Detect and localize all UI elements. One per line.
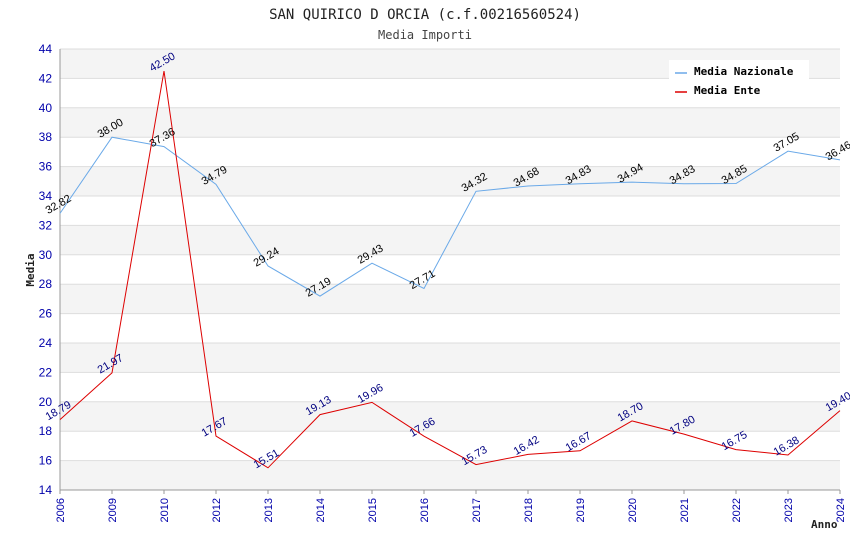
x-tick-label: 2013 bbox=[263, 498, 275, 522]
legend: Media Nazionale Media Ente bbox=[669, 60, 809, 102]
y-tick-label: 18 bbox=[39, 424, 53, 438]
grid-band bbox=[60, 284, 840, 314]
grid-band bbox=[60, 401, 840, 432]
grid-band bbox=[60, 166, 840, 196]
x-tick-label: 2023 bbox=[783, 498, 795, 522]
y-tick-label: 26 bbox=[39, 307, 53, 321]
y-tick-label: 42 bbox=[39, 71, 53, 85]
grid-band bbox=[60, 107, 840, 138]
x-tick-label: 2018 bbox=[523, 498, 535, 522]
x-tick-label: 2024 bbox=[835, 498, 847, 522]
y-tick-label: 28 bbox=[39, 277, 53, 291]
y-tick-label: 34 bbox=[39, 189, 53, 203]
x-tick-label: 2016 bbox=[419, 498, 431, 522]
y-tick-label: 38 bbox=[39, 130, 53, 144]
y-tick-label: 16 bbox=[39, 454, 53, 468]
series-line-media-nazionale bbox=[59, 136, 841, 297]
y-tick-label: 44 bbox=[39, 42, 53, 56]
y-tick-label: 30 bbox=[39, 248, 53, 262]
y-tick-label: 22 bbox=[39, 365, 53, 379]
x-tick-label: 2020 bbox=[627, 498, 639, 522]
background-bands bbox=[60, 49, 840, 490]
series-group bbox=[59, 70, 841, 469]
y-tick-label: 24 bbox=[39, 336, 53, 350]
x-tick-label: 2021 bbox=[679, 498, 691, 522]
x-tick-label: 2012 bbox=[211, 498, 223, 522]
grid-band bbox=[60, 343, 840, 373]
x-tick-label: 2017 bbox=[471, 498, 483, 522]
x-tick-label: 2019 bbox=[575, 498, 587, 522]
chart-title: SAN QUIRICO D ORCIA (c.f.00216560524) bbox=[269, 7, 581, 23]
grid-lines bbox=[60, 48, 840, 491]
x-axis-label: Anno bbox=[811, 518, 838, 531]
y-tick-label: 40 bbox=[39, 101, 53, 115]
x-tick-label: 2014 bbox=[315, 498, 327, 522]
legend-label-media-ente: Media Ente bbox=[694, 84, 761, 97]
legend-box bbox=[669, 60, 809, 102]
x-tick-label: 2022 bbox=[731, 498, 743, 522]
grid-band bbox=[60, 460, 840, 490]
x-tick-label: 2015 bbox=[367, 498, 379, 522]
x-tick-label: 2006 bbox=[55, 498, 67, 522]
y-tick-label: 32 bbox=[39, 218, 53, 232]
y-tick-label: 20 bbox=[39, 395, 53, 409]
x-tick-label: 2009 bbox=[107, 498, 119, 522]
y-axis-label: Media bbox=[24, 253, 37, 286]
y-tick-label: 14 bbox=[39, 483, 53, 497]
legend-label-media-nazionale: Media Nazionale bbox=[694, 65, 794, 78]
y-tick-labels: 14 16 18 20 22 24 26 28 30 32 34 36 38 40 42 44 bbox=[39, 42, 53, 497]
series-line-media-ente bbox=[59, 70, 841, 469]
x-tick-label: 2010 bbox=[159, 498, 171, 522]
chart-subtitle: Media Importi bbox=[378, 28, 472, 42]
x-tick-labels: 2006 2009 2010 2012 2013 2014 2015 2016 2017 2018… bbox=[55, 490, 847, 522]
y-tick-label: 36 bbox=[39, 160, 53, 174]
